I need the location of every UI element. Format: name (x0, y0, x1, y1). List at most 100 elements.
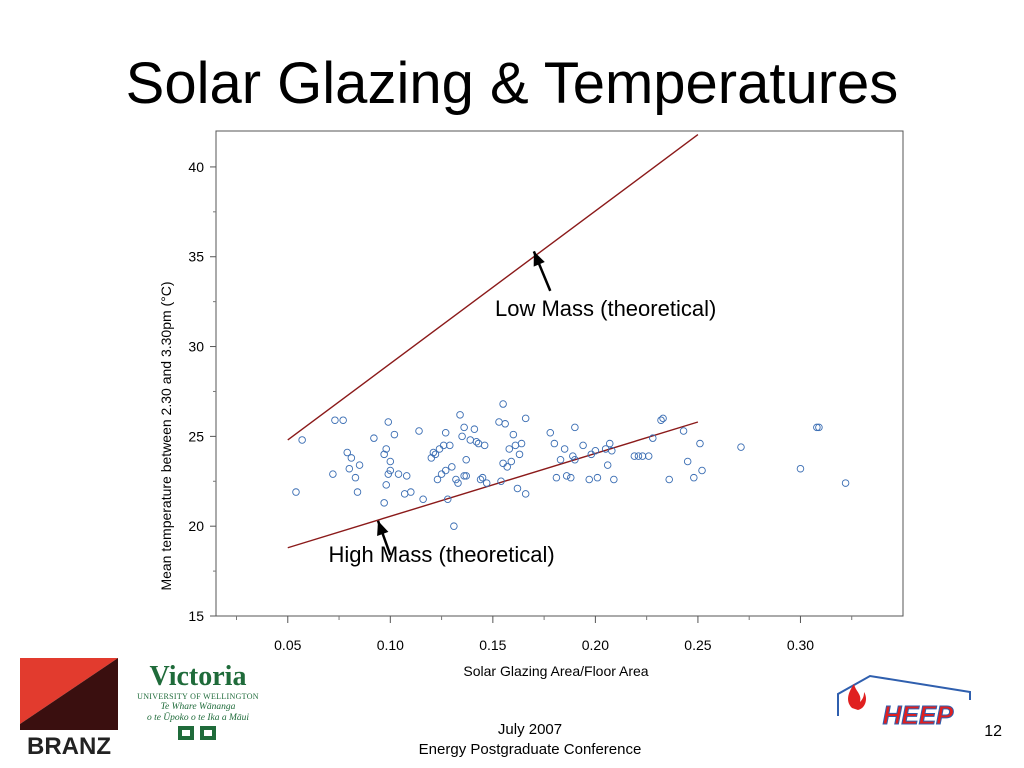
x-tick-label: 0.20 (582, 637, 609, 653)
data-point (550, 439, 559, 448)
data-point (462, 455, 470, 464)
footer-conference: Energy Postgraduate Conference (418, 741, 642, 758)
data-point (386, 457, 395, 466)
data-point (556, 455, 565, 464)
branz-dark-shape (20, 658, 118, 730)
plot-frame (215, 130, 904, 617)
data-point (298, 436, 306, 444)
data-point (579, 441, 587, 450)
data-point (634, 452, 643, 460)
data-point (460, 423, 468, 432)
x-tick-label: 0.10 (377, 637, 404, 653)
data-point (343, 448, 351, 457)
data-point (437, 470, 446, 478)
data-point (737, 443, 745, 451)
annotations: Low Mass (theoretical) High Mass (theoret… (328, 250, 716, 567)
x-tick-label: 0.05 (274, 637, 301, 653)
data-point (382, 445, 390, 453)
data-point (458, 432, 466, 441)
slide-title: Solar Glazing & Temperatures (125, 51, 899, 116)
data-point (521, 490, 530, 498)
footer-date: July 2007 (497, 721, 563, 738)
data-point (441, 466, 450, 475)
data-point (591, 446, 600, 455)
heep-logo: HEEP (830, 666, 980, 736)
data-point (454, 479, 462, 487)
data-point (456, 411, 464, 419)
data-point (476, 475, 485, 484)
data-point (439, 441, 448, 450)
y-axis: 15 20 25 30 35 40 (188, 159, 216, 624)
y-tick-label: 40 (188, 159, 204, 175)
data-point (353, 488, 362, 496)
data-point (567, 473, 575, 482)
data-point (355, 461, 364, 469)
data-point (443, 495, 452, 503)
high-mass-line (287, 421, 699, 549)
data-point (593, 473, 602, 482)
data-point (501, 420, 509, 428)
data-point (841, 479, 850, 487)
branz-logo: BRANZ (20, 658, 118, 760)
x-tick-label: 0.25 (684, 637, 711, 653)
y-axis-label: Mean temperature between 2.30 and 3.30pm… (158, 281, 174, 590)
data-point (347, 454, 356, 462)
heep-house-outline (837, 674, 971, 716)
low-mass-line (287, 134, 699, 441)
data-point (571, 455, 579, 464)
data-point (665, 475, 673, 484)
data-point (482, 479, 491, 487)
data-point (513, 484, 522, 493)
data-point (608, 446, 616, 455)
data-point (509, 430, 518, 439)
data-points (292, 400, 850, 530)
victoria-name: Victoria (149, 661, 247, 692)
data-point (630, 452, 639, 460)
data-point (696, 439, 704, 448)
victoria-maori-line-2: o te Ūpoko o te Ika a Māui (146, 713, 250, 723)
branz-wordmark: BRANZ (27, 733, 111, 756)
data-point (441, 429, 450, 437)
data-point (329, 470, 337, 478)
data-point (384, 470, 393, 478)
data-point (657, 416, 665, 424)
data-point (796, 464, 805, 473)
y-tick-label: 30 (188, 339, 204, 355)
data-point (507, 457, 516, 466)
data-point (560, 445, 569, 453)
page-number: 12 (984, 723, 1002, 740)
victoria-logo: Victoria UNIVERSITY OF WELLINGTON Te Wha… (134, 662, 262, 747)
data-point (649, 434, 657, 442)
data-point (603, 461, 612, 469)
data-point (380, 499, 388, 507)
x-tick-label: 0.30 (787, 637, 814, 653)
victoria-crest-icon (178, 726, 216, 740)
data-point (339, 416, 347, 424)
data-point (452, 475, 460, 484)
data-point (499, 459, 507, 468)
victoria-maori-line-1: Te Whare Wānanga (160, 702, 236, 712)
data-point (659, 414, 667, 423)
data-point (813, 423, 821, 432)
high-mass-annotation: High Mass (theoretical) (328, 542, 554, 567)
data-point (415, 427, 423, 435)
data-point (521, 414, 530, 423)
low-mass-annotation: Low Mass (theoretical) (495, 296, 716, 321)
data-point (497, 477, 505, 486)
data-point (571, 423, 579, 432)
data-point (511, 441, 520, 450)
footer: July 2007 Energy Postgraduate Conference (380, 720, 680, 760)
theoretical-lines (287, 134, 699, 549)
y-tick-label: 35 (188, 249, 204, 265)
data-point (351, 473, 360, 482)
data-point (638, 452, 647, 460)
scatter-chart: 15 20 25 30 35 40 0.05 0.10 0.15 0.20 0.25 0.30 Lo… (158, 130, 904, 679)
x-axis-label: Solar Glazing Area/Floor Area (463, 663, 648, 679)
data-point (331, 416, 339, 424)
arrowhead (533, 251, 545, 267)
data-point (505, 445, 514, 453)
data-point (644, 452, 653, 460)
data-point (419, 495, 427, 503)
victoria-subtitle: UNIVERSITY OF WELLINGTON (137, 692, 259, 701)
data-point (515, 450, 524, 459)
